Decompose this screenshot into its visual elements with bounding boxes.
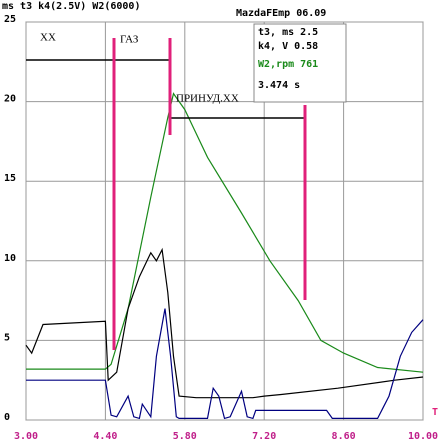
y-tick-label: 15: [4, 173, 16, 184]
series-line: [26, 308, 424, 420]
x-tick-label: 4.40: [93, 431, 117, 442]
x-tick-label: 7.20: [252, 431, 276, 442]
series-line: [26, 92, 424, 373]
info-text: W2,rpm 761: [258, 59, 318, 70]
y-tick-label: 5: [4, 332, 10, 343]
y-tick-label: 10: [4, 253, 16, 264]
info-text: k4, V 0.58: [258, 41, 318, 52]
x-axis-label: T: [432, 407, 438, 418]
info-box: [253, 23, 347, 103]
info-text: t3, ms 2.5: [258, 27, 318, 38]
annotation: ХХ: [40, 32, 56, 44]
chart-title: MazdaFEmp 06.09: [236, 8, 326, 19]
annotation: ПРИНУД.ХХ: [176, 93, 239, 105]
info-text: 3.474 s: [258, 80, 300, 91]
annotation: ГАЗ: [120, 34, 139, 46]
x-tick-label: 10.00: [408, 431, 438, 442]
header: ms t3 k4(2.5V) W2(6000): [2, 1, 140, 12]
series-line: [25, 247, 424, 399]
plot: 0 5 10 15 20 25 3.00 4.40 5.80 7.20 8.60 10.00: [4, 14, 438, 442]
y-tick-label: 25: [4, 14, 16, 25]
y-tick-label: 0: [4, 412, 10, 423]
x-tick-label: 8.60: [332, 431, 356, 442]
y-tick-label: 20: [4, 94, 16, 105]
x-tick-label: 5.80: [173, 431, 197, 442]
x-tick-label: 3.00: [14, 431, 38, 442]
